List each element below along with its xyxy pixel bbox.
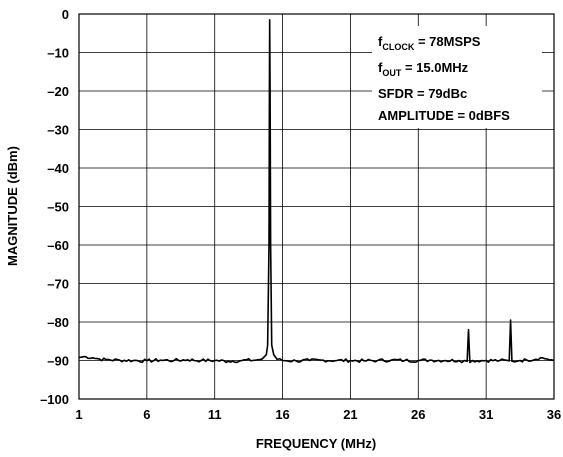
x-tick-label-21: 21 <box>343 407 357 422</box>
y-axis-label: MAGNITUDE (dBm) <box>5 146 20 266</box>
x-tick-label-11: 11 <box>208 407 222 422</box>
x-tick-label-16: 16 <box>275 407 289 422</box>
x-tick-label-31: 31 <box>479 407 493 422</box>
x-tick-label-26: 26 <box>411 407 425 422</box>
y-tick-label--90: –90 <box>47 354 69 369</box>
y-tick-label--30: –30 <box>47 123 69 138</box>
y-tick-label--20: –20 <box>47 84 69 99</box>
x-tick-label-1: 1 <box>75 407 82 422</box>
legend-line-2: fOUT = 15.0MHz <box>378 60 469 78</box>
legend-box <box>372 26 542 128</box>
legend-line-3: SFDR = 79dBc <box>378 86 467 101</box>
y-tick-label--40: –40 <box>47 161 69 176</box>
y-tick-label--100: –100 <box>40 392 69 407</box>
plot-frame <box>78 13 555 400</box>
y-tick-labels: 0 –10 –20 –30 –40 –50 –60 –70 –80 –90 –100 <box>40 7 69 407</box>
y-tick-label--10: –10 <box>47 46 69 61</box>
y-tick-label--60: –60 <box>47 238 69 253</box>
legend-line-1: fCLOCK = 78MSPS <box>378 34 481 52</box>
y-tick-label--50: –50 <box>47 200 69 215</box>
x-axis-label: FREQUENCY (MHz) <box>256 436 376 451</box>
y-tick-label--70: –70 <box>47 277 69 292</box>
y-tick-label--80: –80 <box>47 315 69 330</box>
legend: fCLOCK = 78MSPS fOUT = 15.0MHz SFDR = 79… <box>372 26 542 128</box>
spectrum-trace <box>78 18 555 364</box>
y-tick-label-0: 0 <box>62 7 69 22</box>
x-tick-label-36: 36 <box>547 407 561 422</box>
x-tick-labels: 1 6 11 16 21 26 31 36 <box>75 407 561 422</box>
x-tick-label-6: 6 <box>143 407 150 422</box>
legend-line-4: AMPLITUDE = 0dBFS <box>378 108 510 123</box>
